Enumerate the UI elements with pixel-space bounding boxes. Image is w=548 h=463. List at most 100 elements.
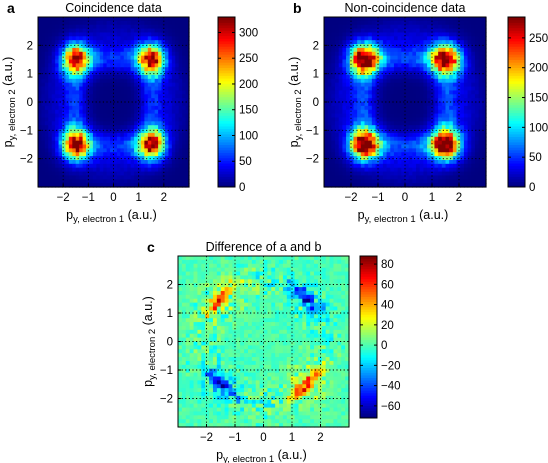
heatmap-cell (86, 67, 91, 72)
heatmap-cell (379, 55, 384, 61)
heatmap-cell (175, 44, 180, 49)
heatmap-cell (441, 86, 447, 92)
heatmap-cell (72, 152, 77, 157)
heatmap-cell (220, 267, 226, 273)
heatmap-cell (338, 90, 344, 95)
heatmap-cell (224, 256, 230, 261)
heatmap-cell (419, 121, 425, 126)
heatmap-cell (467, 44, 472, 49)
heatmap-cell (171, 171, 176, 177)
heatmap-cell (151, 67, 156, 72)
heatmap-cell (228, 259, 234, 265)
heatmap-cell (116, 78, 121, 84)
heatmap-cell (201, 306, 206, 312)
heatmap-cell (48, 144, 53, 149)
heatmap-cell (103, 98, 108, 103)
heatmap-cell (371, 63, 377, 68)
heatmap-cell (412, 148, 417, 153)
heatmap-cell (342, 90, 347, 95)
heatmap-cell (386, 40, 391, 45)
heatmap-cell (401, 105, 406, 111)
heatmap-cell (349, 167, 355, 173)
heatmap-cell (110, 86, 115, 92)
heatmap-cell (205, 322, 210, 327)
heatmap-cell (68, 20, 73, 26)
heatmap-cell (438, 121, 443, 126)
heatmap-cell (471, 78, 476, 84)
heatmap-cell (134, 152, 139, 157)
heatmap-cell (224, 415, 230, 420)
heatmap-cell (120, 159, 125, 165)
heatmap-cell (147, 36, 152, 41)
heatmap-cell (158, 167, 163, 173)
heatmap-cell (371, 44, 377, 49)
heatmap-cell (130, 105, 135, 111)
heatmap-cell (123, 121, 128, 126)
heatmap-cell (134, 63, 139, 68)
heatmap-cell (178, 132, 183, 138)
heatmap-cell (151, 125, 156, 130)
heatmap-cell (154, 90, 159, 95)
heatmap-cell (478, 36, 483, 41)
heatmap-cell (393, 55, 399, 61)
heatmap-cell (168, 102, 173, 107)
heatmap-cell (346, 175, 351, 180)
heatmap-cell (338, 132, 344, 138)
heatmap-cell (181, 302, 187, 308)
heatmap-cell (58, 51, 63, 57)
heatmap-cell (99, 113, 104, 119)
heatmap-cell (471, 144, 476, 149)
heatmap-cell (82, 40, 87, 45)
heatmap-cell (236, 403, 241, 409)
heatmap-cell (430, 183, 436, 188)
heatmap-cell (474, 24, 480, 30)
heatmap-cell (99, 167, 104, 173)
heatmap-cell (41, 98, 46, 103)
heatmap-cell (467, 71, 472, 76)
heatmap-cell (68, 90, 73, 95)
heatmap-cell (79, 55, 84, 61)
heatmap-cell (405, 105, 410, 111)
heatmap-cell (92, 28, 97, 34)
colorbar-step (508, 131, 525, 135)
heatmap-cell (324, 78, 329, 84)
heatmap-cell (416, 17, 421, 22)
heatmap-cell (232, 403, 237, 409)
heatmap-cell (338, 47, 344, 53)
heatmap-cell (397, 24, 402, 30)
heatmap-cell (224, 376, 230, 381)
heatmap-cell (390, 28, 395, 34)
heatmap-cell (48, 98, 53, 103)
heatmap-cell (51, 90, 56, 95)
heatmap-cell (75, 175, 80, 180)
heatmap-cell (120, 55, 125, 61)
heatmap-cell (434, 121, 439, 126)
heatmap-cell (181, 360, 187, 366)
heatmap-cell (386, 156, 391, 161)
heatmap-cell (189, 341, 195, 346)
heatmap-cell (110, 98, 115, 103)
heatmap-cell (89, 74, 94, 80)
heatmap-cell (360, 156, 366, 161)
heatmap-cell (65, 136, 70, 142)
heatmap-cell (178, 156, 183, 161)
heatmap-cell (99, 86, 104, 92)
heatmap-cell (228, 279, 234, 284)
heatmap-cell (171, 129, 176, 134)
heatmap-cell (357, 167, 362, 173)
heatmap-cell (189, 310, 195, 315)
heatmap-cell (460, 90, 465, 95)
heatmap-cell (224, 341, 230, 346)
heatmap-cell (113, 94, 118, 99)
colorbar-step (508, 54, 525, 58)
heatmap-cell (232, 322, 237, 327)
heatmap-cell (44, 136, 49, 142)
heatmap-cell (456, 67, 461, 72)
heatmap-cell (346, 55, 351, 61)
heatmap-cell (110, 179, 115, 184)
heatmap-cell (375, 132, 380, 138)
heatmap-cell (240, 314, 245, 319)
heatmap-cell (427, 159, 432, 165)
heatmap-cell (175, 125, 180, 130)
heatmap-cell (452, 167, 458, 173)
